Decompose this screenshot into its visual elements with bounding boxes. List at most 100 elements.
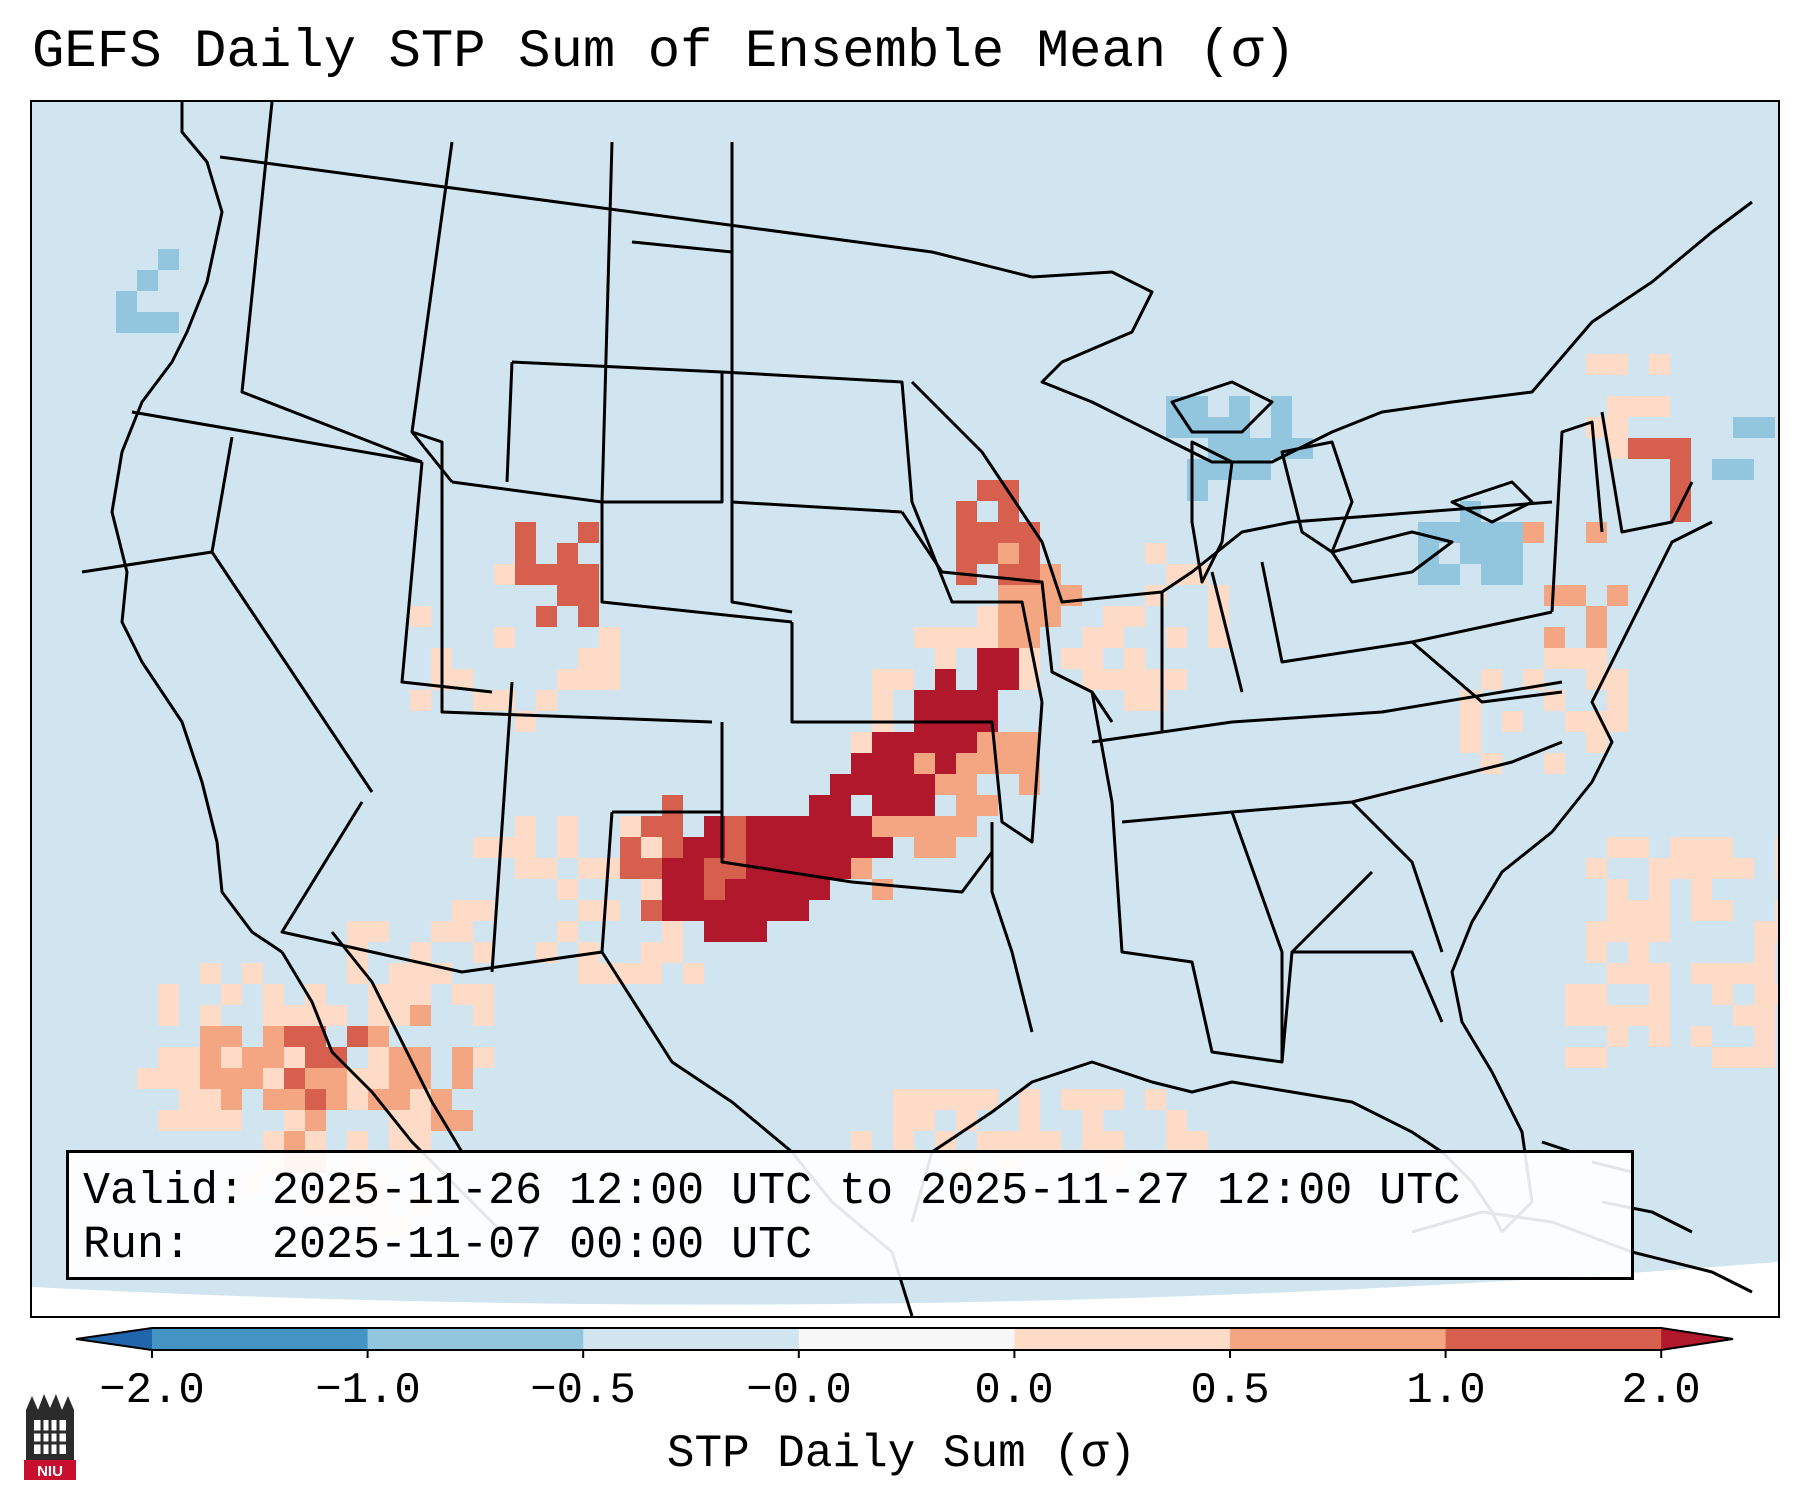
grid-cell: [1418, 543, 1439, 564]
grid-cell: [1544, 585, 1565, 606]
grid-cell: [1460, 711, 1481, 732]
grid-cell: [305, 1047, 326, 1068]
grid-cell: [557, 564, 578, 585]
grid-cell: [893, 753, 914, 774]
grid-cell: [914, 627, 935, 648]
grid-cell: [368, 1005, 389, 1026]
grid-cell: [872, 690, 893, 711]
grid-cell: [221, 1068, 242, 1089]
grid-cell: [620, 858, 641, 879]
grid-cell: [914, 753, 935, 774]
grid-cell: [410, 1089, 431, 1110]
grid-cell: [977, 1089, 998, 1110]
grid-cell: [578, 963, 599, 984]
grid-cell: [1208, 627, 1229, 648]
grid-cell: [1712, 900, 1733, 921]
grid-cell: [368, 1068, 389, 1089]
grid-cell: [1544, 753, 1565, 774]
grid-cell: [242, 963, 263, 984]
grid-cell: [347, 921, 368, 942]
grid-cell: [1754, 1047, 1775, 1068]
grid-cell: [683, 858, 704, 879]
grid-cell: [1775, 858, 1778, 879]
grid-cell: [1607, 1026, 1628, 1047]
grid-cell: [956, 690, 977, 711]
grid-cell: [872, 795, 893, 816]
grid-cell: [515, 816, 536, 837]
grid-cell: [473, 942, 494, 963]
colorbar-segment: [1230, 1328, 1447, 1350]
colorbar-extend-high: [1661, 1328, 1733, 1350]
grid-cell: [641, 858, 662, 879]
grid-cell: [1607, 837, 1628, 858]
grid-cell: [851, 774, 872, 795]
grid-cell: [914, 837, 935, 858]
tick-label: −0.5: [530, 1366, 636, 1416]
grid-cell: [1460, 543, 1481, 564]
grid-cell: [347, 1131, 368, 1152]
niu-logo-icon: NIU: [24, 1394, 76, 1480]
grid-cell: [1124, 690, 1145, 711]
grid-cell: [200, 1005, 221, 1026]
grid-cell: [1124, 606, 1145, 627]
grid-cell: [452, 900, 473, 921]
grid-cell: [1586, 1047, 1607, 1068]
grid-cell: [977, 522, 998, 543]
grid-cell: [1019, 1089, 1040, 1110]
grid-cell: [1460, 732, 1481, 753]
grid-cell: [1187, 396, 1208, 417]
grid-cell: [914, 774, 935, 795]
grid-cell: [557, 585, 578, 606]
grid-cell: [389, 984, 410, 1005]
grid-cell: [935, 648, 956, 669]
grid-cell: [179, 1110, 200, 1131]
grid-cell: [515, 837, 536, 858]
grid-cell: [1607, 438, 1628, 459]
grid-cell: [431, 921, 452, 942]
grid-cell: [725, 900, 746, 921]
grid-cell: [1082, 1131, 1103, 1152]
grid-cell: [998, 522, 1019, 543]
grid-cell: [851, 816, 872, 837]
grid-cell: [1166, 417, 1187, 438]
grid-cell: [956, 1089, 977, 1110]
grid-cell: [683, 837, 704, 858]
grid-cell: [851, 1131, 872, 1152]
chart-title: GEFS Daily STP Sum of Ensemble Mean (σ): [32, 22, 1296, 83]
grid-cell: [767, 879, 788, 900]
grid-cell: [473, 984, 494, 1005]
grid-cell: [662, 816, 683, 837]
grid-cell: [746, 816, 767, 837]
grid-cell: [1586, 711, 1607, 732]
grid-cell: [599, 627, 620, 648]
grid-cell: [1649, 354, 1670, 375]
grid-cell: [1691, 879, 1712, 900]
grid-cell: [305, 1089, 326, 1110]
grid-cell: [1565, 711, 1586, 732]
grid-cell: [1229, 459, 1250, 480]
grid-cell: [1754, 942, 1775, 963]
grid-cell: [935, 837, 956, 858]
grid-cell: [1712, 1047, 1733, 1068]
grid-cell: [599, 963, 620, 984]
grid-cell: [200, 1068, 221, 1089]
grid-cell: [536, 606, 557, 627]
grid-cell: [662, 900, 683, 921]
grid-cell: [725, 837, 746, 858]
grid-cell: [1082, 1110, 1103, 1131]
grid-cell: [893, 816, 914, 837]
grid-cell: [1544, 648, 1565, 669]
map-canvas: [32, 102, 1778, 1316]
grid-cell: [389, 1068, 410, 1089]
grid-cell: [788, 837, 809, 858]
grid-cell: [1628, 837, 1649, 858]
grid-cell: [221, 1026, 242, 1047]
grid-cell: [263, 984, 284, 1005]
grid-cell: [767, 837, 788, 858]
grid-cell: [557, 879, 578, 900]
grid-cell: [1712, 984, 1733, 1005]
valid-time-text: Valid: 2025-11-26 12:00 UTC to 2025-11-2…: [83, 1166, 1461, 1217]
grid-cell: [935, 732, 956, 753]
grid-cell: [1502, 564, 1523, 585]
grid-cell: [179, 1068, 200, 1089]
